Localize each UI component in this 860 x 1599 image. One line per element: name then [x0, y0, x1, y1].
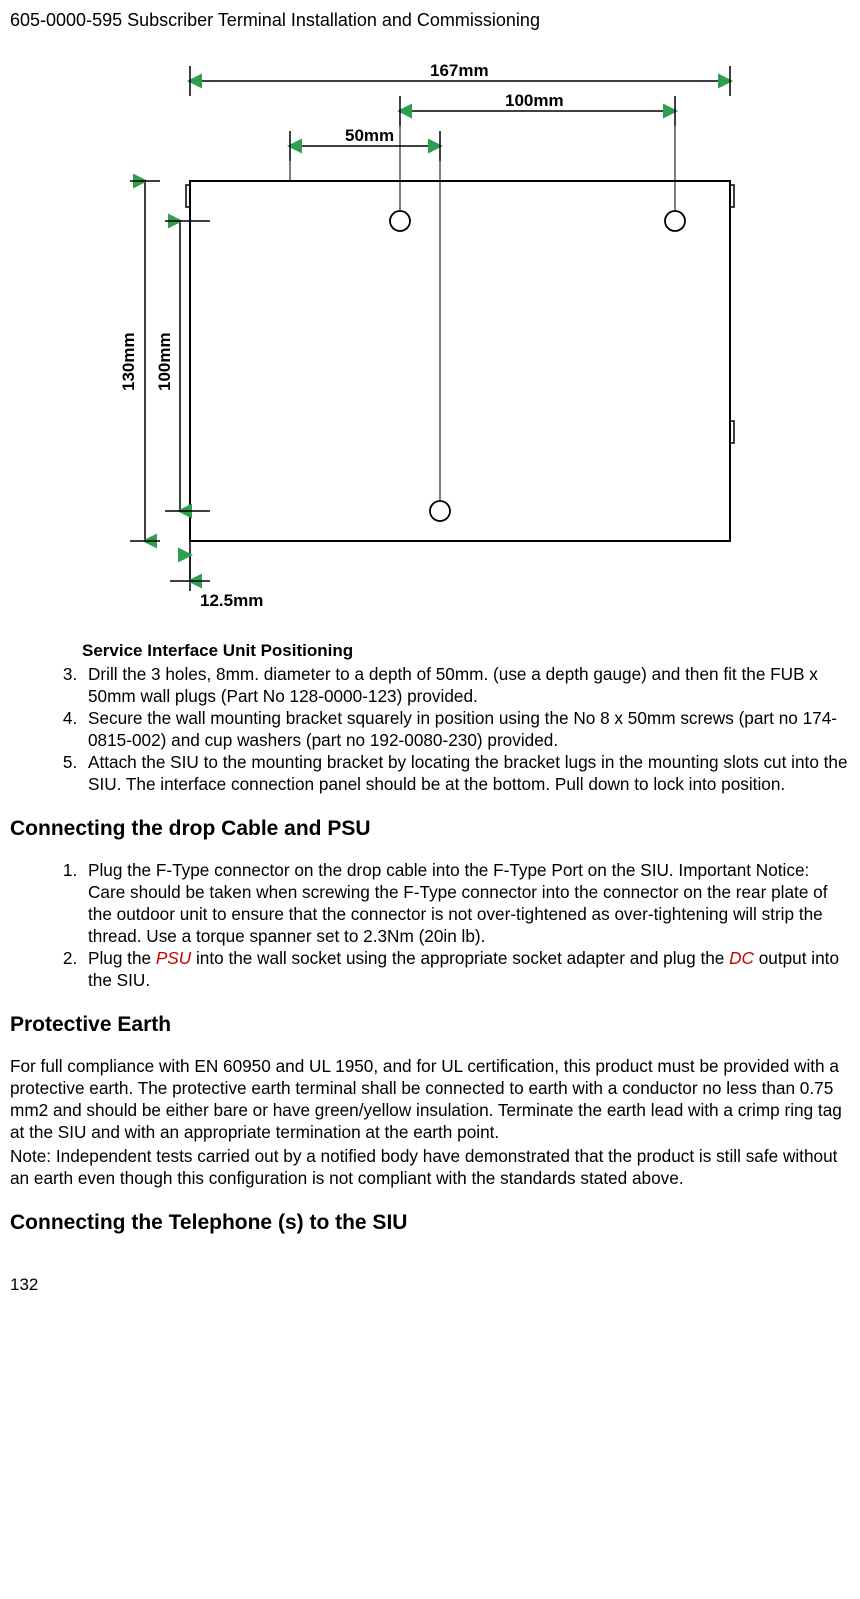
- step-4: Secure the wall mounting bracket squarel…: [82, 707, 850, 751]
- steps-list-a: Drill the 3 holes, 8mm. diameter to a de…: [10, 663, 850, 795]
- svg-text:100mm: 100mm: [505, 91, 564, 110]
- psu-term: PSU: [156, 948, 191, 968]
- svg-text:12.5mm: 12.5mm: [200, 591, 263, 610]
- page-number: 132: [10, 1275, 850, 1295]
- siu-positioning-diagram: 130mm 100mm 167mm 100mm 50mm: [10, 51, 850, 636]
- step-3: Drill the 3 holes, 8mm. diameter to a de…: [82, 663, 850, 707]
- section-title-protective-earth: Protective Earth: [10, 1013, 850, 1037]
- svg-text:50mm: 50mm: [345, 126, 394, 145]
- steps-list-b: Plug the F-Type connector on the drop ca…: [10, 859, 850, 991]
- step-b2: Plug the PSU into the wall socket using …: [82, 947, 850, 991]
- svg-text:130mm: 130mm: [119, 332, 138, 391]
- protective-earth-body2: Note: Independent tests carried out by a…: [10, 1145, 850, 1189]
- diagram-caption: Service Interface Unit Positioning: [82, 641, 850, 661]
- section-title-telephone: Connecting the Telephone (s) to the SIU: [10, 1211, 850, 1235]
- protective-earth-body1: For full compliance with EN 60950 and UL…: [10, 1055, 850, 1143]
- doc-header: 605-0000-595 Subscriber Terminal Install…: [10, 10, 850, 31]
- step-5: Attach the SIU to the mounting bracket b…: [82, 751, 850, 795]
- dc-term: DC: [729, 948, 754, 968]
- section-title-drop-cable: Connecting the drop Cable and PSU: [10, 817, 850, 841]
- svg-text:167mm: 167mm: [430, 61, 489, 80]
- step-b1: Plug the F-Type connector on the drop ca…: [82, 859, 850, 947]
- svg-text:100mm: 100mm: [155, 332, 174, 391]
